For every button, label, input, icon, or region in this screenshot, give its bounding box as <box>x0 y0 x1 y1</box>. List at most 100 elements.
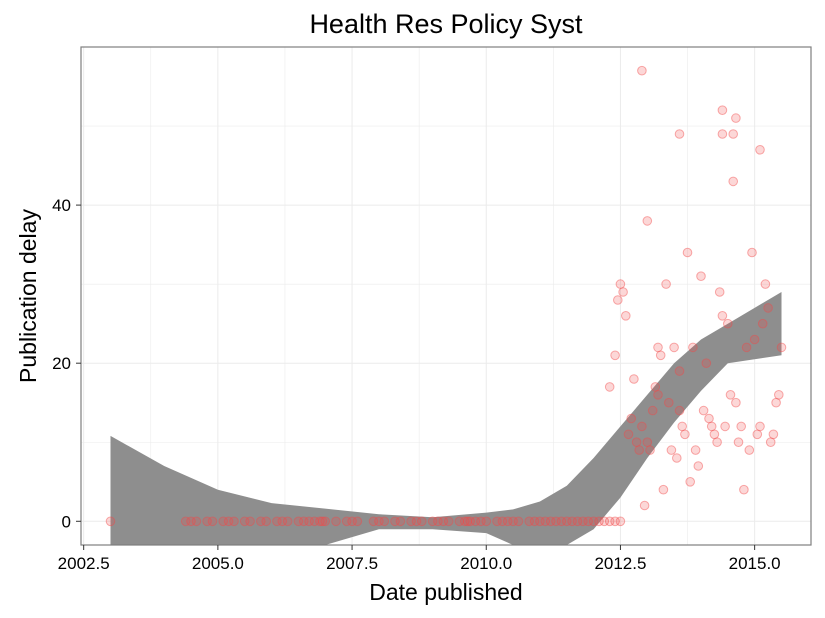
data-point <box>659 485 668 494</box>
data-point <box>734 438 743 447</box>
data-point <box>705 414 714 423</box>
data-point <box>622 312 631 321</box>
data-point <box>106 517 115 526</box>
data-point <box>630 375 639 384</box>
data-point <box>353 517 362 526</box>
data-point <box>769 430 778 439</box>
data-point <box>444 517 453 526</box>
data-point <box>662 280 671 289</box>
data-point <box>654 391 663 400</box>
data-point <box>482 517 491 526</box>
data-point <box>380 517 389 526</box>
data-point <box>718 106 727 115</box>
x-axis: 2002.5 2005.0 2007.5 2010.0 2012.5 2015.0 <box>58 545 781 573</box>
data-point <box>643 217 652 226</box>
data-point <box>721 422 730 431</box>
x-tick-label: 2015.0 <box>729 554 781 573</box>
chart-title: Health Res Policy Syst <box>309 9 583 39</box>
data-point <box>246 517 255 526</box>
data-point <box>737 422 746 431</box>
data-point <box>686 478 695 487</box>
data-point <box>332 517 341 526</box>
data-point <box>710 430 719 439</box>
data-point <box>673 454 682 463</box>
data-point <box>713 438 722 447</box>
data-point <box>756 422 765 431</box>
data-point <box>675 406 684 415</box>
data-point <box>681 430 690 439</box>
data-point <box>732 114 741 123</box>
data-point <box>729 130 738 139</box>
data-point <box>742 343 751 352</box>
data-point <box>691 446 700 455</box>
data-point <box>707 422 716 431</box>
x-tick-label: 2012.5 <box>594 554 646 573</box>
data-point <box>418 517 427 526</box>
data-point <box>605 383 614 392</box>
data-point <box>396 517 405 526</box>
data-point <box>683 248 692 257</box>
data-point <box>766 438 775 447</box>
data-point <box>640 501 649 510</box>
data-point <box>648 406 657 415</box>
data-point <box>689 343 698 352</box>
data-point <box>675 130 684 139</box>
y-tick-label: 40 <box>52 196 71 215</box>
data-point <box>616 280 625 289</box>
data-point <box>616 517 625 526</box>
data-point <box>624 430 633 439</box>
data-point <box>262 517 271 526</box>
x-tick-label: 2007.5 <box>326 554 378 573</box>
data-point <box>656 351 665 360</box>
data-point <box>638 422 647 431</box>
data-point <box>732 398 741 407</box>
data-point <box>694 462 703 471</box>
data-point <box>678 422 687 431</box>
data-point <box>192 517 201 526</box>
data-point <box>745 446 754 455</box>
data-point <box>699 406 708 415</box>
data-point <box>756 146 765 155</box>
data-point <box>635 446 644 455</box>
data-point <box>321 517 330 526</box>
data-point <box>632 438 641 447</box>
x-tick-label: 2002.5 <box>58 554 110 573</box>
data-point <box>283 517 292 526</box>
y-tick-label: 0 <box>62 512 71 531</box>
data-point <box>646 446 655 455</box>
x-axis-label: Date published <box>369 579 522 605</box>
data-point <box>726 391 735 400</box>
data-point <box>748 248 757 257</box>
data-point <box>740 485 749 494</box>
data-point <box>619 288 628 297</box>
data-point <box>230 517 239 526</box>
data-point <box>697 272 706 281</box>
data-point <box>514 517 523 526</box>
data-point <box>753 430 762 439</box>
data-point <box>627 414 636 423</box>
data-point <box>761 280 770 289</box>
data-point <box>775 391 784 400</box>
data-point <box>702 359 711 368</box>
data-point <box>750 335 759 344</box>
data-point <box>772 398 781 407</box>
data-point <box>670 343 679 352</box>
y-axis: 02040 <box>52 196 81 531</box>
data-point <box>654 343 663 352</box>
data-point <box>777 343 786 352</box>
x-tick-label: 2010.0 <box>460 554 512 573</box>
data-point <box>651 383 660 392</box>
data-point <box>208 517 217 526</box>
data-point <box>675 367 684 376</box>
data-point <box>614 296 623 305</box>
data-point <box>729 177 738 186</box>
data-point <box>667 446 676 455</box>
plot-panel <box>81 47 811 545</box>
data-point <box>611 351 620 360</box>
y-axis-label: Publication delay <box>15 209 41 383</box>
data-point <box>724 319 733 328</box>
data-point <box>638 66 647 75</box>
x-tick-label: 2005.0 <box>192 554 244 573</box>
data-point <box>764 304 773 313</box>
